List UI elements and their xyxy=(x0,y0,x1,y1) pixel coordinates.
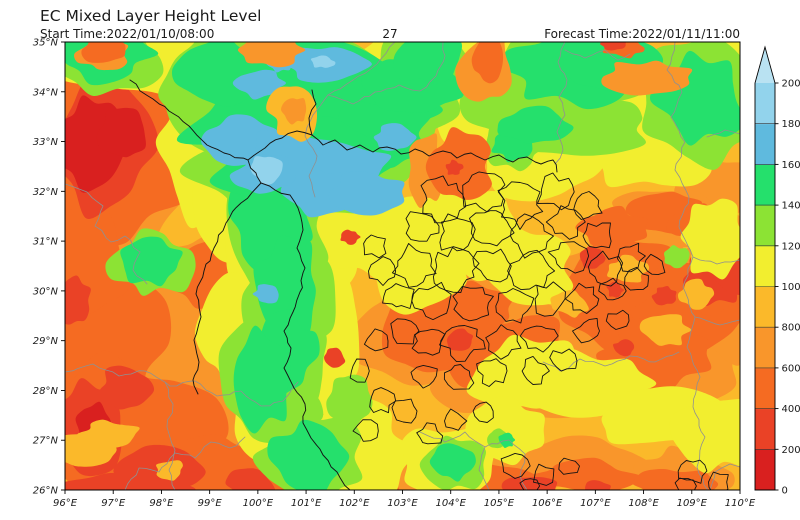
colorbar-tick-label: 1800 xyxy=(782,119,800,130)
colorbar-tick-label: 600 xyxy=(782,363,800,374)
colorbar-tick-label: 200 xyxy=(782,445,800,456)
colorbar: 0 200 400 600 800 1000 1200 1400 1600 1800 2000 xyxy=(754,45,800,497)
y-tick-label: 33°N xyxy=(33,137,59,148)
x-tick-label: 101°E xyxy=(291,498,322,509)
start-time-label: Start Time:2022/01/10/08:00 xyxy=(40,27,214,41)
x-tick-label: 103°E xyxy=(387,498,418,509)
x-tick-label: 102°E xyxy=(339,498,370,509)
x-tick-label: 108°E xyxy=(628,498,659,509)
x-tick-label: 99°E xyxy=(198,498,223,509)
x-tick-label: 97°E xyxy=(101,498,126,509)
figure-title: EC Mixed Layer Height Level xyxy=(40,7,261,25)
x-tick-label: 110°E xyxy=(725,498,756,509)
y-tick-label: 26°N xyxy=(33,486,59,497)
colorbar-tick-label: 800 xyxy=(782,323,800,334)
y-tick-label: 31°N xyxy=(33,237,59,248)
x-tick-label: 100°E xyxy=(243,498,274,509)
colorbar-tick-label: 0 xyxy=(782,486,788,497)
y-tick-label: 29°N xyxy=(33,336,59,347)
x-tick-label: 105°E xyxy=(484,498,515,509)
y-tick-label: 30°N xyxy=(33,286,59,297)
colorbar-tick-label: 400 xyxy=(782,404,800,415)
contour-map-field xyxy=(65,42,740,490)
colorbar-tick-label: 1600 xyxy=(782,160,800,171)
x-tick-label: 96°E xyxy=(53,498,78,509)
colorbar-tick-label: 1000 xyxy=(782,282,800,293)
x-tick-label: 107°E xyxy=(580,498,611,509)
y-tick-label: 32°N xyxy=(33,187,59,198)
y-tick-label: 27°N xyxy=(33,436,59,447)
x-tick-label: 106°E xyxy=(532,498,563,509)
y-tick-label: 28°N xyxy=(33,386,59,397)
axes: 96°E 97°E 98°E 99°E 100°E 101°E 102°E 103°E 104°… xyxy=(33,38,756,510)
colorbar-tick-label: 2000 xyxy=(782,79,800,90)
y-tick-label: 35°N xyxy=(33,38,59,49)
x-tick-label: 109°E xyxy=(677,498,708,509)
y-tick-label: 34°N xyxy=(33,87,59,98)
colorbar-tick-label: 1200 xyxy=(782,241,800,252)
forecast-hour-label: 27 xyxy=(382,27,397,41)
forecast-time-label: Forecast Time:2022/01/11/11:00 xyxy=(544,27,740,41)
x-tick-label: 98°E xyxy=(149,498,174,509)
x-tick-label: 104°E xyxy=(436,498,467,509)
colorbar-tick-label: 1400 xyxy=(782,201,800,212)
